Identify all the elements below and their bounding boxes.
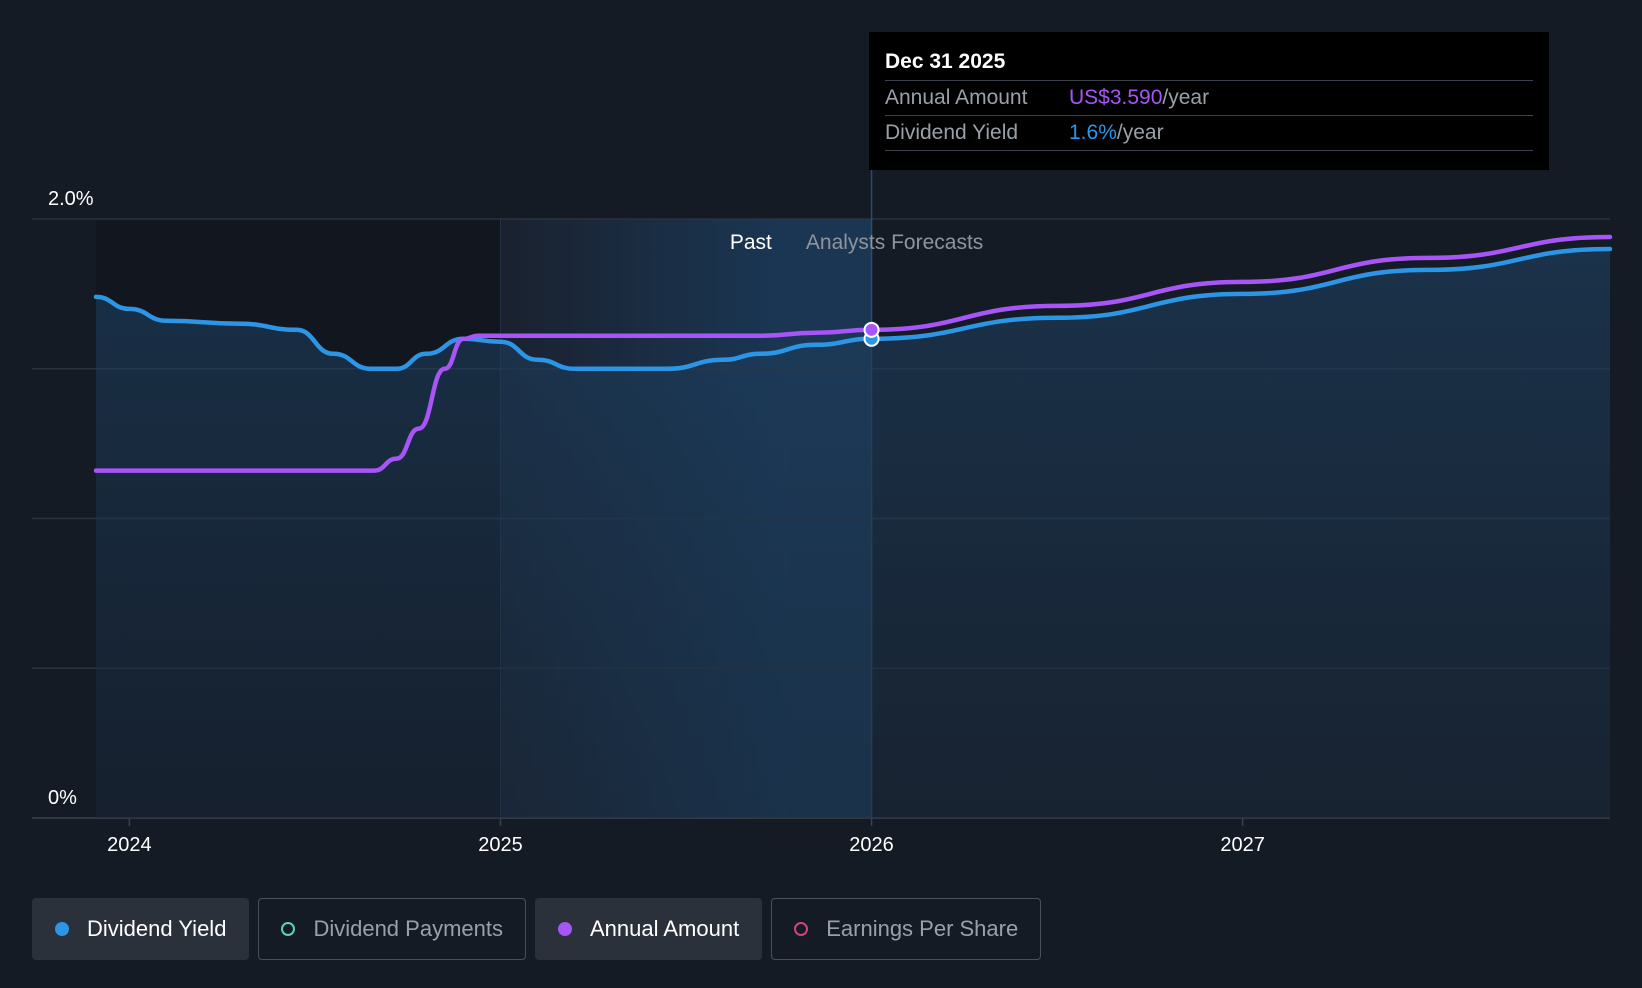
x-tick-label: 2026: [849, 834, 894, 856]
tooltip-date: Dec 31 2025: [885, 50, 1006, 73]
tooltip-value: 1.6%: [1069, 121, 1117, 144]
annual-amount-marker: [863, 321, 880, 338]
legend-label: Earnings Per Share: [826, 916, 1019, 941]
legend-earnings-per-share-button[interactable]: Earnings Per Share: [771, 898, 1042, 960]
dividend-yield-line: [93, 246, 1613, 372]
y-tick-label: 0%: [48, 787, 77, 809]
tooltip-row-annual-amount: Annual Amount US$3.590 /year: [885, 80, 1533, 115]
tooltip-label: Annual Amount: [885, 86, 1028, 109]
tooltip: Dec 31 2025 Annual Amount US$3.590 /year…: [869, 32, 1549, 170]
legend: Dividend Yield Dividend Payments Annual …: [32, 898, 1042, 960]
legend-annual-amount-button[interactable]: Annual Amount: [534, 898, 763, 960]
legend-label: Annual Amount: [589, 916, 740, 941]
dividend-yield-dot-icon: [55, 922, 69, 936]
annual-amount-dot-icon: [557, 922, 572, 936]
dividend-yield-area: [96, 249, 1610, 818]
earnings-per-share-dot-icon: [794, 922, 809, 936]
annual-amount-line: [93, 234, 1613, 473]
tooltip-unit: /year: [1116, 121, 1164, 144]
tooltip-unit: /year: [1162, 86, 1210, 109]
past-label: Past: [730, 231, 772, 254]
legend-dividend-payments-button[interactable]: Dividend Payments: [258, 898, 526, 960]
y-tick-label: 2.0%: [48, 188, 94, 210]
tooltip-label: Dividend Yield: [885, 121, 1019, 144]
forecast-label: Analysts Forecasts: [806, 231, 983, 254]
x-tick-label: 2027: [1220, 834, 1265, 856]
legend-dividend-yield-button[interactable]: Dividend Yield: [32, 898, 250, 960]
legend-label: Dividend Payments: [313, 916, 503, 941]
x-tick-label: 2024: [107, 834, 152, 856]
dividend-payments-dot-icon: [281, 922, 296, 936]
tooltip-row-dividend-yield: Dividend Yield 1.6% /year: [885, 115, 1533, 151]
legend-label: Dividend Yield: [87, 916, 227, 941]
x-tick-label: 2025: [478, 834, 523, 856]
tooltip-value: US$3.590: [1069, 86, 1163, 109]
